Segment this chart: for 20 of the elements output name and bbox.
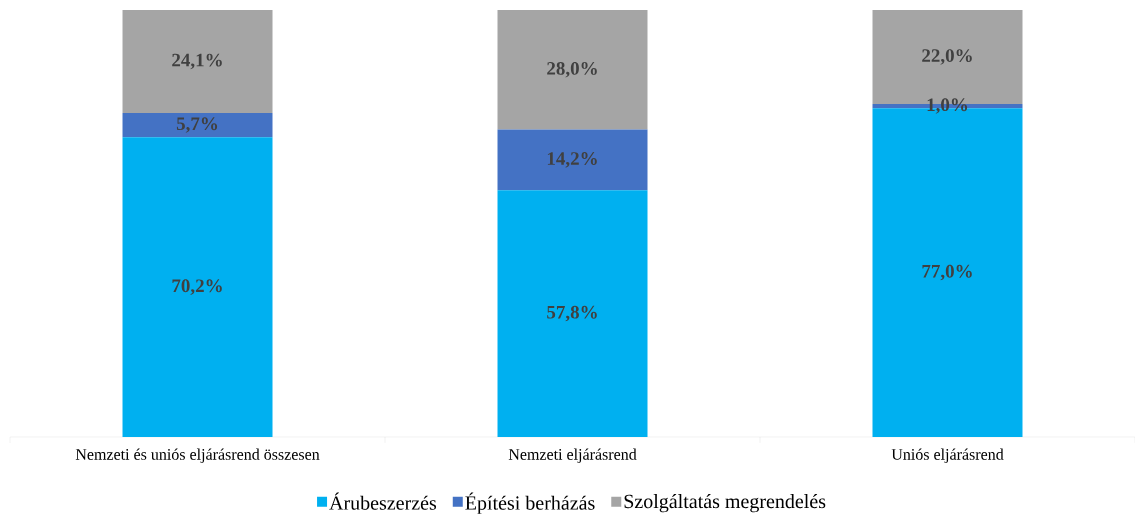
data-label: 22,0%: [922, 49, 972, 65]
legend-label: Szolgáltatás megrendelés: [624, 494, 826, 513]
data-label: 5,7%: [176, 117, 218, 133]
legend-label: Árubeszerzés: [329, 492, 437, 510]
bar: [122, 137, 273, 437]
x-tick-label: Nemzeti és uniós eljárásrend összesen: [75, 448, 320, 464]
bar: [122, 9, 273, 113]
data-label: 57,8%: [547, 305, 597, 322]
bar: [497, 9, 648, 130]
data-label: 28,0%: [547, 61, 597, 78]
x-tick-label: Nemzeti eljárásrend: [508, 448, 637, 464]
bar: [497, 129, 648, 191]
data-label: 24,1%: [172, 53, 222, 70]
legend-label: Építési berházás: [465, 492, 595, 514]
x-tick-label: Uniós eljárásrend: [891, 448, 1004, 464]
bar: [497, 190, 648, 437]
data-label: 77,0%: [922, 264, 972, 281]
data-label: 14,2%: [547, 152, 597, 168]
data-label: 70,2%: [172, 279, 222, 295]
bar: [122, 112, 273, 138]
